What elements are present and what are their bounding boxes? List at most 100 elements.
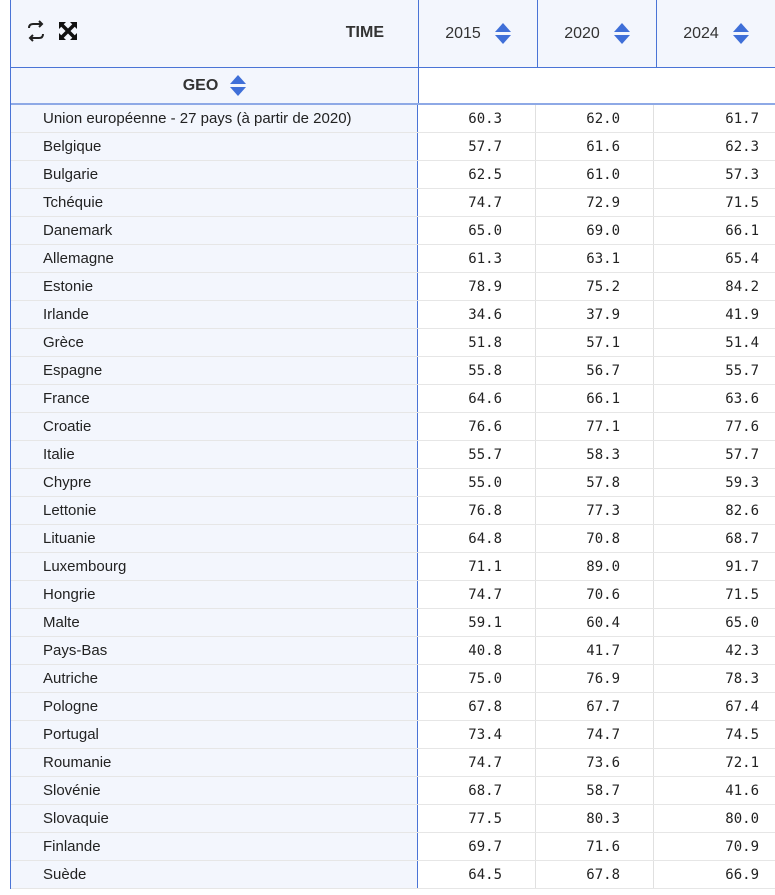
table-row: Tchéquie 74.7 72.9 71.5	[11, 189, 775, 217]
value-cell: 55.0	[418, 469, 536, 496]
row-label: Malte	[11, 609, 418, 636]
row-label: Irlande	[11, 301, 418, 328]
table-row: Roumanie 74.7 73.6 72.1	[11, 749, 775, 777]
value-cell: 61.3	[418, 245, 536, 272]
row-label: Espagne	[11, 357, 418, 384]
table-row: Irlande 34.6 37.9 41.9	[11, 301, 775, 329]
value-cell: 74.7	[536, 721, 654, 748]
row-label: Croatie	[11, 413, 418, 440]
table-row: Autriche 75.0 76.9 78.3	[11, 665, 775, 693]
value-cell: 62.5	[418, 161, 536, 188]
value-cell: 68.7	[418, 777, 536, 804]
value-cell: 70.9	[725, 839, 759, 855]
value-cell: 55.7	[418, 441, 536, 468]
table-row: Malte 59.1 60.4 65.0	[11, 609, 775, 637]
value-cell: 61.0	[536, 161, 654, 188]
year-label: 2020	[564, 24, 600, 42]
row-label: Luxembourg	[11, 553, 418, 580]
table-row: Espagne 55.8 56.7 55.7	[11, 357, 775, 385]
value-cell: 55.8	[418, 357, 536, 384]
value-cell: 61.6	[536, 133, 654, 160]
value-cell: 64.5	[418, 861, 536, 888]
value-cell: 60.3	[418, 105, 536, 132]
table-row: Pologne 67.8 67.7 67.4	[11, 693, 775, 721]
value-cell: 62.3	[725, 139, 759, 155]
table-row: Bulgarie 62.5 61.0 57.3	[11, 161, 775, 189]
row-label: Lituanie	[11, 525, 418, 552]
column-header-2020[interactable]: 2020	[538, 0, 657, 67]
value-cell: 73.4	[418, 721, 536, 748]
table-row: Belgique 57.7 61.6 62.3	[11, 133, 775, 161]
fullscreen-icon[interactable]	[57, 20, 79, 42]
column-header-2015[interactable]: 2015	[419, 0, 538, 67]
row-label: Pays-Bas	[11, 637, 418, 664]
value-cell: 40.8	[418, 637, 536, 664]
value-cell: 66.1	[725, 223, 759, 239]
table-row: Slovaquie 77.5 80.3 80.0	[11, 805, 775, 833]
value-cell: 57.3	[725, 167, 759, 183]
row-label: Autriche	[11, 665, 418, 692]
row-label: Bulgarie	[11, 161, 418, 188]
value-cell: 74.7	[418, 581, 536, 608]
table-row: France 64.6 66.1 63.6	[11, 385, 775, 413]
value-cell: 73.6	[536, 749, 654, 776]
value-cell: 71.6	[536, 833, 654, 860]
value-cell: 58.3	[536, 441, 654, 468]
value-cell: 77.5	[418, 805, 536, 832]
value-cell: 74.5	[725, 727, 759, 743]
value-cell: 41.7	[536, 637, 654, 664]
table-row: Lettonie 76.8 77.3 82.6	[11, 497, 775, 525]
sort-icon[interactable]	[732, 22, 749, 45]
value-cell: 55.7	[725, 363, 759, 379]
year-label: 2024	[683, 24, 719, 42]
row-label: France	[11, 385, 418, 412]
value-cell: 66.1	[536, 385, 654, 412]
sort-icon[interactable]	[230, 74, 247, 97]
value-cell: 78.3	[725, 671, 759, 687]
value-cell: 68.7	[725, 531, 759, 547]
row-label: Finlande	[11, 833, 418, 860]
row-label: Slovaquie	[11, 805, 418, 832]
value-cell: 77.1	[536, 413, 654, 440]
value-cell: 66.9	[725, 867, 759, 883]
value-cell: 76.9	[536, 665, 654, 692]
table-row: Allemagne 61.3 63.1 65.4	[11, 245, 775, 273]
value-cell: 58.7	[536, 777, 654, 804]
value-cell: 69.0	[536, 217, 654, 244]
value-cell: 63.6	[725, 391, 759, 407]
value-cell: 34.6	[418, 301, 536, 328]
value-cell: 72.1	[725, 755, 759, 771]
value-cell: 65.0	[725, 615, 759, 631]
value-cell: 57.7	[418, 133, 536, 160]
value-cell: 84.2	[725, 279, 759, 295]
value-cell: 42.3	[725, 643, 759, 659]
row-label: Roumanie	[11, 749, 418, 776]
sort-icon[interactable]	[494, 22, 511, 45]
value-cell: 63.1	[536, 245, 654, 272]
table-row: Danemark 65.0 69.0 66.1	[11, 217, 775, 245]
row-label: Pologne	[11, 693, 418, 720]
value-cell: 72.9	[536, 189, 654, 216]
value-cell: 57.1	[536, 329, 654, 356]
column-header-2024[interactable]: 2024	[657, 0, 775, 67]
row-label: Danemark	[11, 217, 418, 244]
table-row: Union européenne - 27 pays (à partir de …	[11, 105, 775, 133]
table-row: Portugal 73.4 74.7 74.5	[11, 721, 775, 749]
value-cell: 71.1	[418, 553, 536, 580]
value-cell: 76.6	[418, 413, 536, 440]
year-label: 2015	[445, 24, 481, 42]
geo-dimension-header[interactable]: GEO	[11, 68, 419, 103]
value-cell: 80.3	[536, 805, 654, 832]
table-row: Suède 64.5 67.8 66.9	[11, 861, 775, 889]
value-cell: 37.9	[536, 301, 654, 328]
swap-axes-icon[interactable]	[25, 20, 47, 42]
row-label: Italie	[11, 441, 418, 468]
table-row: Croatie 76.6 77.1 77.6	[11, 413, 775, 441]
value-cell: 57.8	[536, 469, 654, 496]
value-cell: 75.0	[418, 665, 536, 692]
value-cell: 64.8	[418, 525, 536, 552]
sort-icon[interactable]	[613, 22, 630, 45]
value-cell: 62.0	[536, 105, 654, 132]
value-cell: 61.7	[725, 111, 759, 127]
value-cell: 69.7	[418, 833, 536, 860]
